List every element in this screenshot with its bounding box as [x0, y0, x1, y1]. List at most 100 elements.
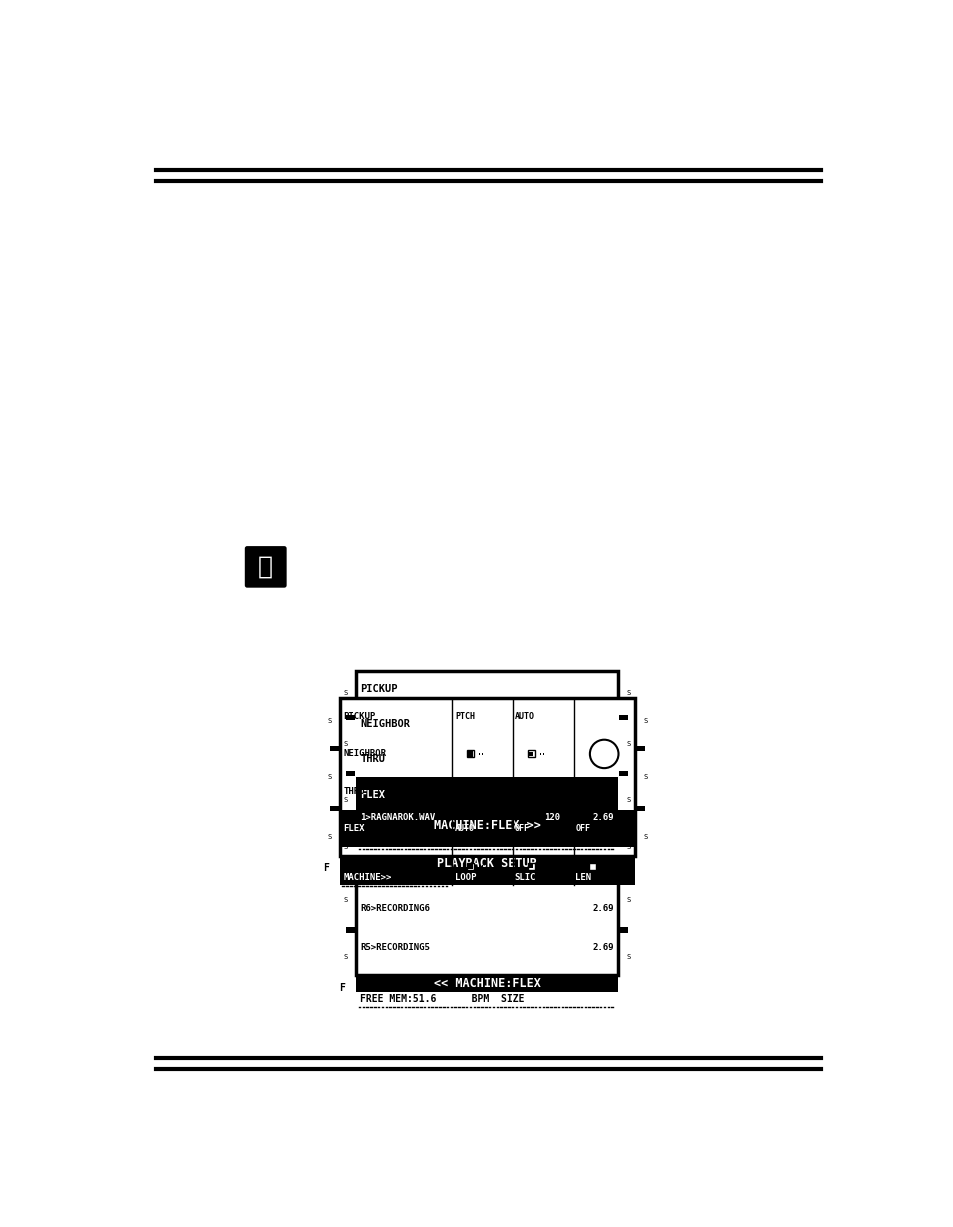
Text: MACHINE:FLEX >>: MACHINE:FLEX >>	[433, 820, 539, 832]
Text: RATE: RATE	[455, 787, 475, 796]
Bar	[636, 806, 644, 811]
Bar	[529, 865, 533, 867]
Text: S: S	[625, 844, 630, 850]
Text: S: S	[343, 897, 347, 903]
Text: R6>RECORDING6: R6>RECORDING6	[360, 904, 430, 913]
Bar	[467, 751, 473, 757]
Text: F: F	[339, 983, 345, 993]
Text: S: S	[343, 741, 347, 747]
Text: 2.69: 2.69	[592, 982, 613, 991]
Bar	[481, 753, 483, 755]
Text: S: S	[625, 953, 630, 960]
Text: 1>RAGNAROK.WAV: 1>RAGNAROK.WAV	[360, 814, 436, 822]
Bar	[356, 671, 617, 817]
Text: ✋: ✋	[258, 555, 273, 579]
Text: 2.69: 2.69	[592, 942, 613, 952]
Bar	[527, 751, 534, 757]
Text: PTCH: PTCH	[455, 712, 475, 721]
Bar	[540, 865, 542, 867]
Text: 2.69: 2.69	[592, 904, 613, 913]
Text: S: S	[625, 741, 630, 747]
Bar	[356, 975, 617, 991]
Bar	[527, 863, 534, 870]
Bar	[618, 771, 627, 775]
Text: FLEX: FLEX	[360, 790, 385, 800]
Bar	[340, 871, 634, 885]
Text: STATIC: STATIC	[343, 861, 375, 871]
Text: FREE MEM:51.6      BPM  SIZE: FREE MEM:51.6 BPM SIZE	[360, 994, 524, 1004]
Bar	[330, 746, 338, 751]
Text: S: S	[343, 844, 347, 850]
Text: S: S	[642, 833, 647, 839]
Bar	[452, 810, 634, 848]
Bar	[356, 811, 617, 825]
Text: LOOP: LOOP	[455, 874, 476, 882]
Text: OFF: OFF	[575, 825, 590, 833]
Bar	[466, 751, 474, 757]
Text: R7>RECORDING7: R7>RECORDING7	[360, 865, 430, 874]
Text: S: S	[642, 719, 647, 724]
Text: R5>RECORDING5: R5>RECORDING5	[360, 942, 430, 952]
Text: S: S	[625, 897, 630, 903]
Text: LEN: LEN	[575, 874, 591, 882]
Text: SLIC: SLIC	[514, 874, 536, 882]
Bar	[478, 753, 480, 755]
Bar	[542, 753, 544, 755]
Bar	[481, 865, 483, 867]
Bar	[356, 825, 617, 975]
Bar	[346, 928, 355, 933]
Text: S: S	[327, 774, 331, 779]
Text: S: S	[642, 774, 647, 779]
Text: OFF: OFF	[514, 825, 529, 833]
Bar	[618, 928, 627, 933]
Bar	[588, 863, 595, 870]
Bar	[636, 746, 644, 751]
Bar	[340, 855, 634, 871]
Text: 2.69: 2.69	[592, 826, 613, 834]
Text: 120: 120	[544, 814, 560, 822]
Text: S: S	[327, 719, 331, 724]
Text: PLAYBACK SETUP: PLAYBACK SETUP	[437, 856, 537, 870]
Text: AUTO: AUTO	[455, 825, 475, 833]
Bar	[340, 810, 452, 848]
Text: MACHINE>>: MACHINE>>	[343, 874, 391, 882]
Text: PICKUP: PICKUP	[360, 683, 397, 693]
Text: STATIC: STATIC	[360, 826, 397, 836]
Bar	[467, 864, 473, 869]
Text: S: S	[327, 833, 331, 839]
Bar	[356, 777, 617, 812]
Bar	[478, 865, 480, 867]
Text: AUTO: AUTO	[514, 712, 534, 721]
Text: F: F	[323, 864, 329, 874]
Bar	[537, 865, 539, 867]
Text: R4>RECORDING4: R4>RECORDING4	[360, 982, 430, 991]
Text: S: S	[343, 953, 347, 960]
Text: S: S	[625, 796, 630, 802]
Text: S: S	[343, 796, 347, 802]
Text: << MACHINE:FLEX: << MACHINE:FLEX	[433, 977, 539, 990]
Bar	[330, 806, 338, 811]
Bar	[346, 771, 355, 775]
Text: S: S	[343, 690, 347, 696]
Text: T5O5: T5O5	[575, 787, 595, 796]
Text: 2.69: 2.69	[592, 814, 613, 822]
Text: FLEX: FLEX	[343, 825, 364, 833]
Text: R8>RECORDING8: R8>RECORDING8	[360, 826, 430, 834]
Text: S: S	[625, 690, 630, 696]
Bar	[618, 715, 627, 720]
Bar	[539, 753, 540, 755]
Bar	[466, 863, 474, 870]
Text: F: F	[339, 825, 345, 834]
Bar	[618, 870, 627, 876]
Bar	[544, 865, 545, 867]
Bar	[340, 698, 634, 855]
Bar	[346, 870, 355, 876]
Text: THRU: THRU	[360, 755, 385, 764]
Bar	[356, 817, 617, 834]
Text: NEIGHBOR: NEIGHBOR	[360, 719, 410, 729]
Text: 2.69: 2.69	[592, 865, 613, 874]
Text: PICKUP: PICKUP	[343, 712, 375, 721]
Text: NEIGHBOR: NEIGHBOR	[343, 750, 386, 758]
FancyBboxPatch shape	[245, 546, 286, 588]
Text: T5TR: T5TR	[514, 787, 534, 796]
